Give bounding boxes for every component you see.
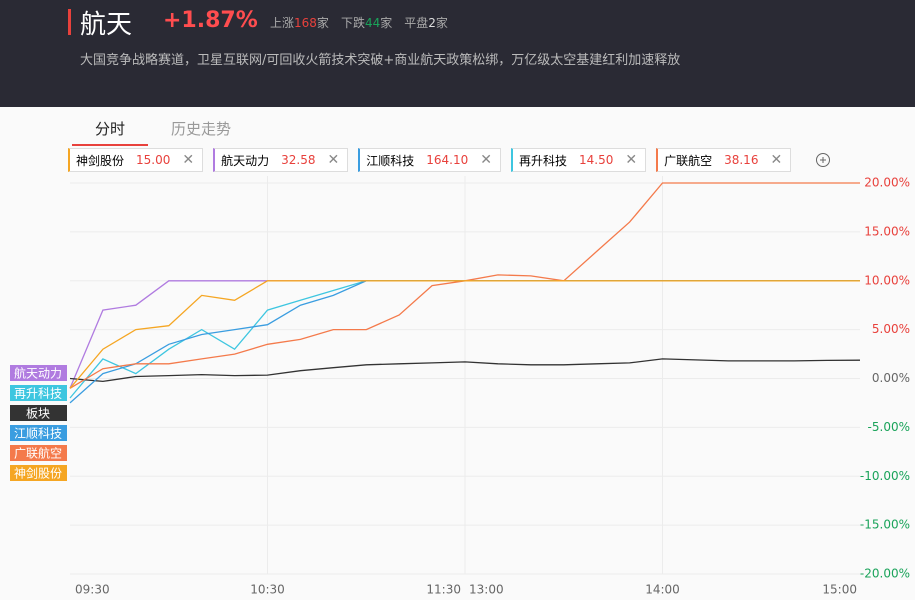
series-line bbox=[69, 280, 860, 389]
legend-swatch bbox=[10, 405, 67, 421]
chip-close[interactable]: ✕ bbox=[480, 152, 492, 168]
x-tick-label: 11:30 bbox=[426, 583, 461, 597]
chip-price: 15.00 bbox=[136, 153, 171, 167]
tab[interactable]: 历史走势 bbox=[171, 120, 232, 138]
sector-change: +1.87% bbox=[163, 8, 258, 33]
stock-chip[interactable]: 广联航空 38.16 ✕ bbox=[656, 148, 792, 172]
legend-label: 航天动力 bbox=[14, 366, 62, 381]
stock-chip[interactable]: 神剑股份 15.00 ✕ bbox=[68, 148, 204, 172]
title-marker bbox=[68, 9, 71, 35]
stat-label: 上涨 bbox=[270, 16, 295, 30]
chip-name: 神剑股份 bbox=[76, 153, 125, 168]
sector-title: 航天 bbox=[80, 10, 133, 40]
stock-chip[interactable]: 航天动力 32.58 ✕ bbox=[213, 148, 349, 172]
tab[interactable]: 分时 bbox=[72, 110, 149, 146]
chip-price: 32.58 bbox=[281, 153, 316, 167]
legend-label: 神剑股份 bbox=[14, 466, 62, 481]
x-tick-label: 15:00 bbox=[822, 583, 857, 597]
stock-chip[interactable]: 再升科技 14.50 ✕ bbox=[510, 148, 647, 172]
x-tick-label: 09:30 bbox=[75, 583, 110, 597]
stat-count: 2 bbox=[428, 16, 436, 30]
chip-close[interactable]: ✕ bbox=[770, 152, 783, 168]
chip-name: 江顺科技 bbox=[366, 153, 415, 168]
y-tick-label: 0.00% bbox=[872, 371, 910, 385]
add-stock[interactable] bbox=[815, 152, 831, 168]
stat-count: 168 bbox=[294, 16, 317, 30]
stat: 上涨168家 bbox=[270, 14, 329, 31]
chip-close[interactable]: ✕ bbox=[182, 152, 195, 168]
y-tick-label: -15.00% bbox=[860, 518, 910, 532]
legend-label: 江顺科技 bbox=[14, 427, 62, 441]
legend-swatch bbox=[10, 365, 67, 381]
x-tick-label: 14:00 bbox=[645, 583, 680, 597]
chip-close[interactable]: ✕ bbox=[625, 152, 638, 168]
stock-chip[interactable]: 江顺科技 164.10 ✕ bbox=[358, 148, 501, 172]
chip-close[interactable]: ✕ bbox=[327, 152, 340, 168]
y-tick-label: 15.00% bbox=[864, 224, 910, 238]
legend-label: 再升科技 bbox=[14, 387, 62, 401]
legend-label: 板块 bbox=[26, 407, 50, 421]
y-tick-label: 20.00% bbox=[864, 176, 910, 190]
stats: 上涨168家 下跌44家 平盘2家 bbox=[270, 14, 448, 31]
stat-unit: 家 bbox=[380, 16, 393, 30]
stat-unit: 家 bbox=[435, 16, 448, 30]
chip-price: 38.16 bbox=[724, 153, 759, 167]
chip-price: 164.10 bbox=[426, 153, 469, 167]
stat: 平盘2家 bbox=[404, 14, 448, 31]
chip-name: 再升科技 bbox=[518, 153, 567, 168]
stat: 下跌44家 bbox=[341, 14, 392, 31]
chip-price: 14.50 bbox=[578, 153, 614, 167]
stock-chips: 神剑股份 15.00 ✕ 航天动力 32.58 ✕ 江顺科技 164.10 ✕ 再升科技 14.50… bbox=[68, 148, 831, 172]
legend-swatch bbox=[10, 445, 67, 461]
stat-count: 44 bbox=[364, 16, 381, 30]
tabs: 分时 历史走势 bbox=[72, 110, 254, 146]
legend-label: 广联航空 bbox=[14, 446, 62, 461]
y-tick-label: -5.00% bbox=[868, 420, 910, 434]
y-tick-label: 10.00% bbox=[864, 273, 910, 287]
description: 大国竞争战略赛道，卫星互联网/可回收火箭技术突破+商业航天政策松绑，万亿级太空基… bbox=[80, 53, 681, 68]
y-tick-label: 5.00% bbox=[872, 322, 910, 336]
stat-label: 下跌 bbox=[340, 16, 365, 30]
plot-background bbox=[0, 176, 915, 600]
series-line bbox=[69, 358, 861, 383]
header: 航天 +1.87% 上涨168家 下跌44家 平盘2家 大国竞争战略赛道，卫星互联网… bbox=[0, 0, 915, 107]
chip-name: 广联航空 bbox=[664, 153, 713, 168]
x-tick-label: 13:00 bbox=[469, 583, 504, 597]
stat-unit: 家 bbox=[316, 16, 329, 30]
y-tick-label: -20.00% bbox=[860, 567, 910, 581]
legend-swatch bbox=[10, 385, 67, 401]
x-tick-label: 10:30 bbox=[250, 583, 285, 597]
chip-name: 航天动力 bbox=[221, 153, 270, 168]
stat-label: 平盘 bbox=[404, 16, 429, 30]
legend-swatch bbox=[10, 425, 67, 441]
legend-swatch bbox=[10, 465, 67, 481]
y-tick-label: -10.00% bbox=[860, 469, 910, 483]
